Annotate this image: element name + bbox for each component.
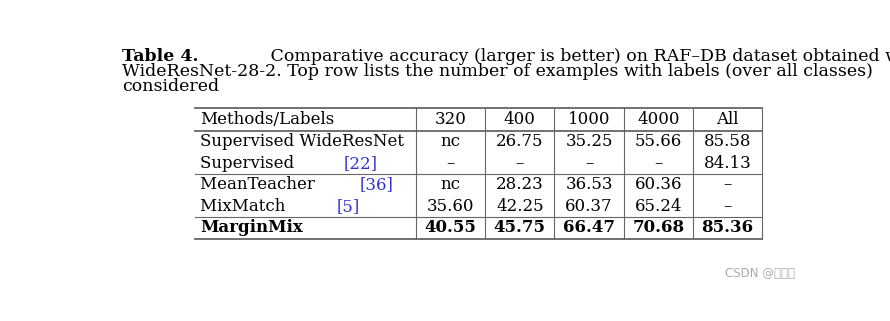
Text: [5]: [5] bbox=[336, 198, 360, 215]
Text: 35.25: 35.25 bbox=[565, 133, 613, 150]
Text: All: All bbox=[716, 111, 739, 128]
Text: WideResNet-28-2. Top row lists the number of examples with labels (over all clas: WideResNet-28-2. Top row lists the numbe… bbox=[122, 63, 873, 80]
Text: CSDN @猫头丁: CSDN @猫头丁 bbox=[724, 266, 795, 280]
Text: 45.75: 45.75 bbox=[494, 220, 546, 237]
Text: 66.47: 66.47 bbox=[563, 220, 615, 237]
Text: 85.36: 85.36 bbox=[701, 220, 754, 237]
Text: considered: considered bbox=[122, 78, 219, 95]
Text: –: – bbox=[724, 176, 732, 193]
Text: MeanTeacher: MeanTeacher bbox=[200, 176, 320, 193]
Text: Methods/Labels: Methods/Labels bbox=[200, 111, 335, 128]
Text: 28.23: 28.23 bbox=[496, 176, 544, 193]
Text: 1000: 1000 bbox=[568, 111, 611, 128]
Text: Supervised WideResNet: Supervised WideResNet bbox=[200, 133, 404, 150]
Text: [22]: [22] bbox=[344, 155, 377, 172]
Text: 60.36: 60.36 bbox=[635, 176, 682, 193]
Text: 60.37: 60.37 bbox=[565, 198, 613, 215]
Text: Comparative accuracy (larger is better) on RAF–DB dataset obtained with: Comparative accuracy (larger is better) … bbox=[265, 48, 890, 65]
Text: 42.25: 42.25 bbox=[496, 198, 544, 215]
Text: MarginMix: MarginMix bbox=[200, 220, 303, 237]
Text: –: – bbox=[585, 155, 594, 172]
Text: 65.24: 65.24 bbox=[635, 198, 682, 215]
Text: –: – bbox=[724, 198, 732, 215]
Text: 320: 320 bbox=[434, 111, 466, 128]
Text: 35.60: 35.60 bbox=[427, 198, 474, 215]
Text: –: – bbox=[654, 155, 662, 172]
Text: MixMatch: MixMatch bbox=[200, 198, 291, 215]
Text: Table 4.: Table 4. bbox=[122, 48, 198, 65]
Text: 85.58: 85.58 bbox=[704, 133, 751, 150]
Text: 40.55: 40.55 bbox=[425, 220, 476, 237]
Text: [36]: [36] bbox=[360, 176, 393, 193]
Text: nc: nc bbox=[441, 133, 460, 150]
Text: –: – bbox=[447, 155, 455, 172]
Text: 55.66: 55.66 bbox=[635, 133, 682, 150]
Text: 36.53: 36.53 bbox=[565, 176, 613, 193]
Text: 4000: 4000 bbox=[637, 111, 680, 128]
Text: nc: nc bbox=[441, 176, 460, 193]
Text: –: – bbox=[515, 155, 524, 172]
Text: 26.75: 26.75 bbox=[496, 133, 544, 150]
Text: 84.13: 84.13 bbox=[704, 155, 751, 172]
Text: 400: 400 bbox=[504, 111, 536, 128]
Text: 70.68: 70.68 bbox=[632, 220, 684, 237]
Text: Supervised: Supervised bbox=[200, 155, 300, 172]
